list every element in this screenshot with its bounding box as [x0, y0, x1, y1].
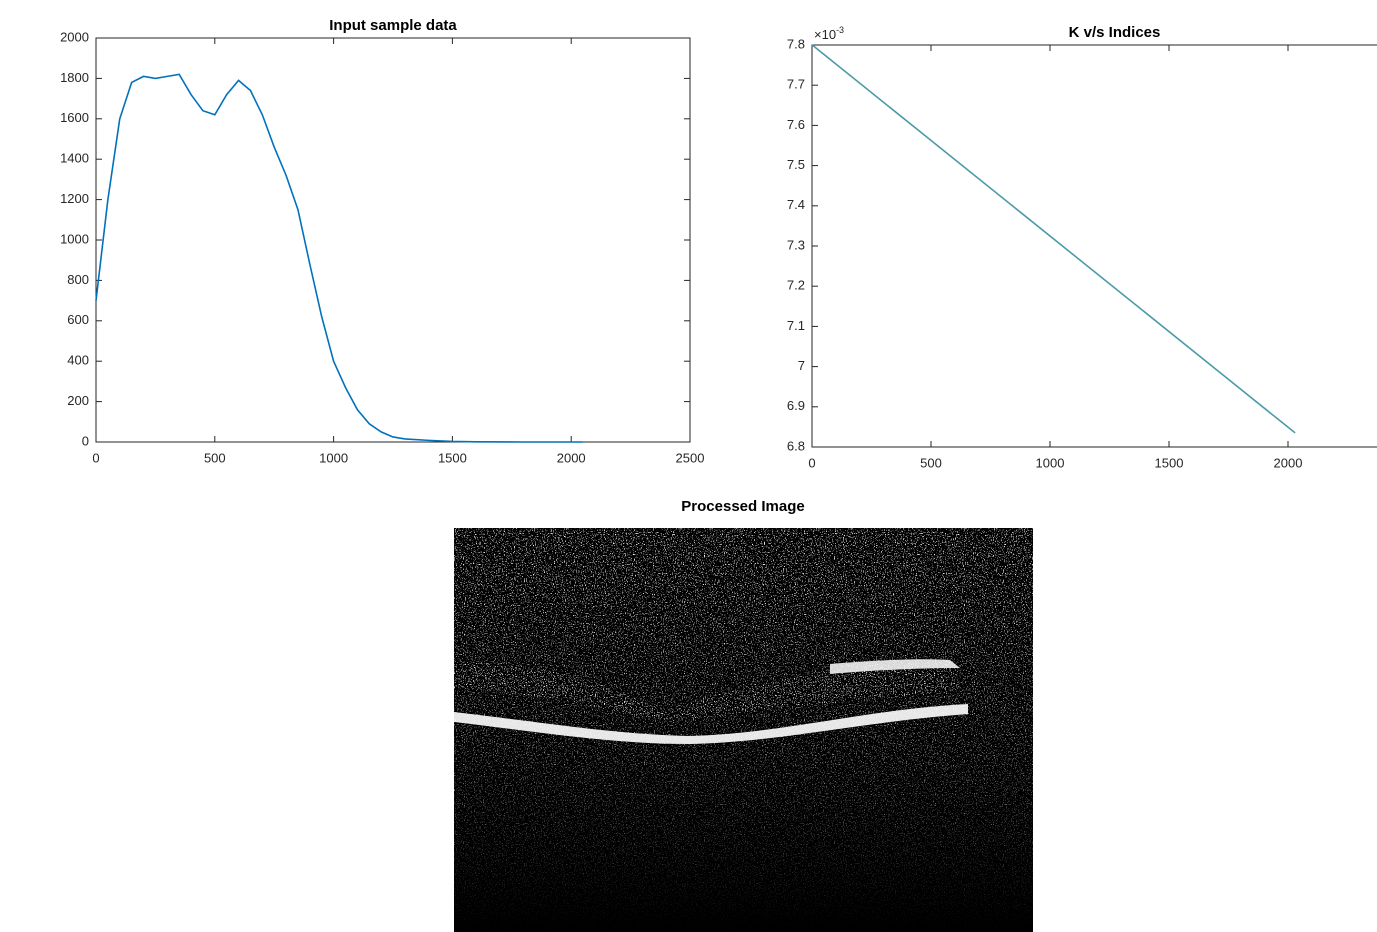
y-tick-label: 1000: [60, 231, 89, 246]
x-tick-label: 1000: [319, 450, 348, 465]
x-tick-label: 500: [920, 455, 942, 470]
retina-band-top: [830, 659, 960, 674]
y-tick-label: 7.7: [787, 77, 805, 92]
x-tick-label: 1500: [438, 450, 467, 465]
y-tick-label: 2000: [60, 29, 89, 44]
x-tick-label: 0: [92, 450, 99, 465]
retina-layer: [454, 660, 960, 722]
y-tick-label: 7.5: [787, 157, 805, 172]
plot-frame: [95, 37, 691, 443]
x-tick-label: 0: [808, 455, 815, 470]
y-tick-label: 400: [67, 353, 89, 368]
y-tick-label: 1400: [60, 151, 89, 166]
chart: K v/s Indices 0 500 1000 1500 2000 6.8 6.9 7 7.1 7…: [787, 24, 1377, 470]
y-multiplier-exponent: -3: [836, 25, 844, 35]
y-tick-label: 200: [67, 393, 89, 408]
y-tick-label: 800: [67, 272, 89, 287]
y-tick-label: 7.2: [787, 278, 805, 293]
y-tick-label: 1200: [60, 191, 89, 206]
x-tick-label: 2500: [676, 450, 705, 465]
y-tick-label: 7.1: [787, 318, 805, 333]
chart: Input sample data 0 500 1000 1500 2000 2500 0 20…: [60, 17, 704, 465]
chart-title: Input sample data: [329, 17, 457, 34]
y-tick-label: 600: [67, 312, 89, 327]
y-tick-label: 6.9: [787, 398, 805, 413]
y-multiplier-base: ×10: [814, 27, 836, 42]
chart-title: K v/s Indices: [1069, 24, 1161, 41]
processed-image: Processed Image: [454, 498, 1033, 932]
y-multiplier: ×10-3: [814, 25, 844, 42]
x-tick-label: 1500: [1155, 455, 1184, 470]
y-tick-label: 7.3: [787, 237, 805, 252]
x-tick-label: 500: [204, 450, 226, 465]
plot-frame: [811, 44, 1377, 448]
x-tick-label: 1000: [1036, 455, 1065, 470]
data-line: [95, 73, 583, 443]
y-tick-label: 7.6: [787, 117, 805, 132]
y-tick-label: 7.4: [787, 197, 805, 212]
y-tick-label: 6.8: [787, 438, 805, 453]
y-tick-label: 1600: [60, 110, 89, 125]
y-tick-label: 1800: [60, 70, 89, 85]
x-tick-label: 2000: [1274, 455, 1303, 470]
data-line: [811, 44, 1296, 434]
y-tick-label: 7.8: [787, 36, 805, 51]
retina-band: [454, 704, 968, 744]
x-tick-label: 2000: [557, 450, 586, 465]
image-title: Processed Image: [681, 498, 804, 515]
y-tick-label: 0: [82, 433, 89, 448]
y-tick-label: 7: [798, 358, 805, 373]
